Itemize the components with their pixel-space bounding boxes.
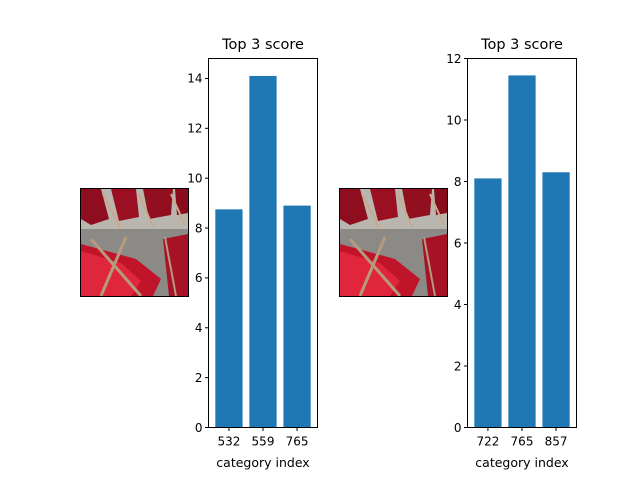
y-tick-label: 0 — [454, 421, 462, 435]
chart-title: Top 3 score — [480, 37, 563, 53]
x-axis-label: category index — [216, 455, 309, 470]
bar-532 — [215, 209, 243, 428]
y-tick-label: 2 — [195, 371, 203, 385]
y-tick-label: 10 — [446, 113, 461, 127]
y-tick-label: 8 — [454, 175, 462, 189]
input-image-2 — [339, 188, 448, 297]
x-tick-label: 765 — [286, 435, 309, 449]
chart-title: Top 3 score — [221, 37, 304, 53]
plot-frame — [208, 58, 318, 428]
y-tick-label: 6 — [454, 236, 462, 250]
x-tick-label: 559 — [252, 435, 275, 449]
y-tick-label: 0 — [195, 421, 203, 435]
y-tick-label: 12 — [187, 122, 202, 136]
bar-765 — [508, 75, 536, 428]
y-tick-label: 10 — [187, 171, 202, 185]
deck-chairs-photo-icon — [340, 189, 447, 296]
y-tick-label: 6 — [195, 271, 203, 285]
bar-559 — [249, 75, 277, 428]
y-tick-label: 8 — [195, 221, 203, 235]
x-tick-label: 722 — [476, 435, 499, 449]
y-tick-label: 12 — [446, 52, 461, 66]
y-tick-label: 4 — [195, 321, 203, 335]
plot-frame — [467, 58, 577, 428]
bar-857 — [542, 172, 570, 428]
bar-765 — [283, 205, 311, 428]
x-tick-label: 857 — [545, 435, 568, 449]
x-tick-label: 532 — [217, 435, 240, 449]
y-tick-label: 2 — [454, 359, 462, 373]
x-tick-label: 765 — [511, 435, 534, 449]
bar-722 — [474, 178, 502, 428]
input-image-1 — [80, 188, 189, 297]
deck-chairs-photo-icon — [81, 189, 188, 296]
y-tick-label: 14 — [187, 72, 202, 86]
y-tick-label: 4 — [454, 298, 462, 312]
x-axis-label: category index — [475, 455, 568, 470]
